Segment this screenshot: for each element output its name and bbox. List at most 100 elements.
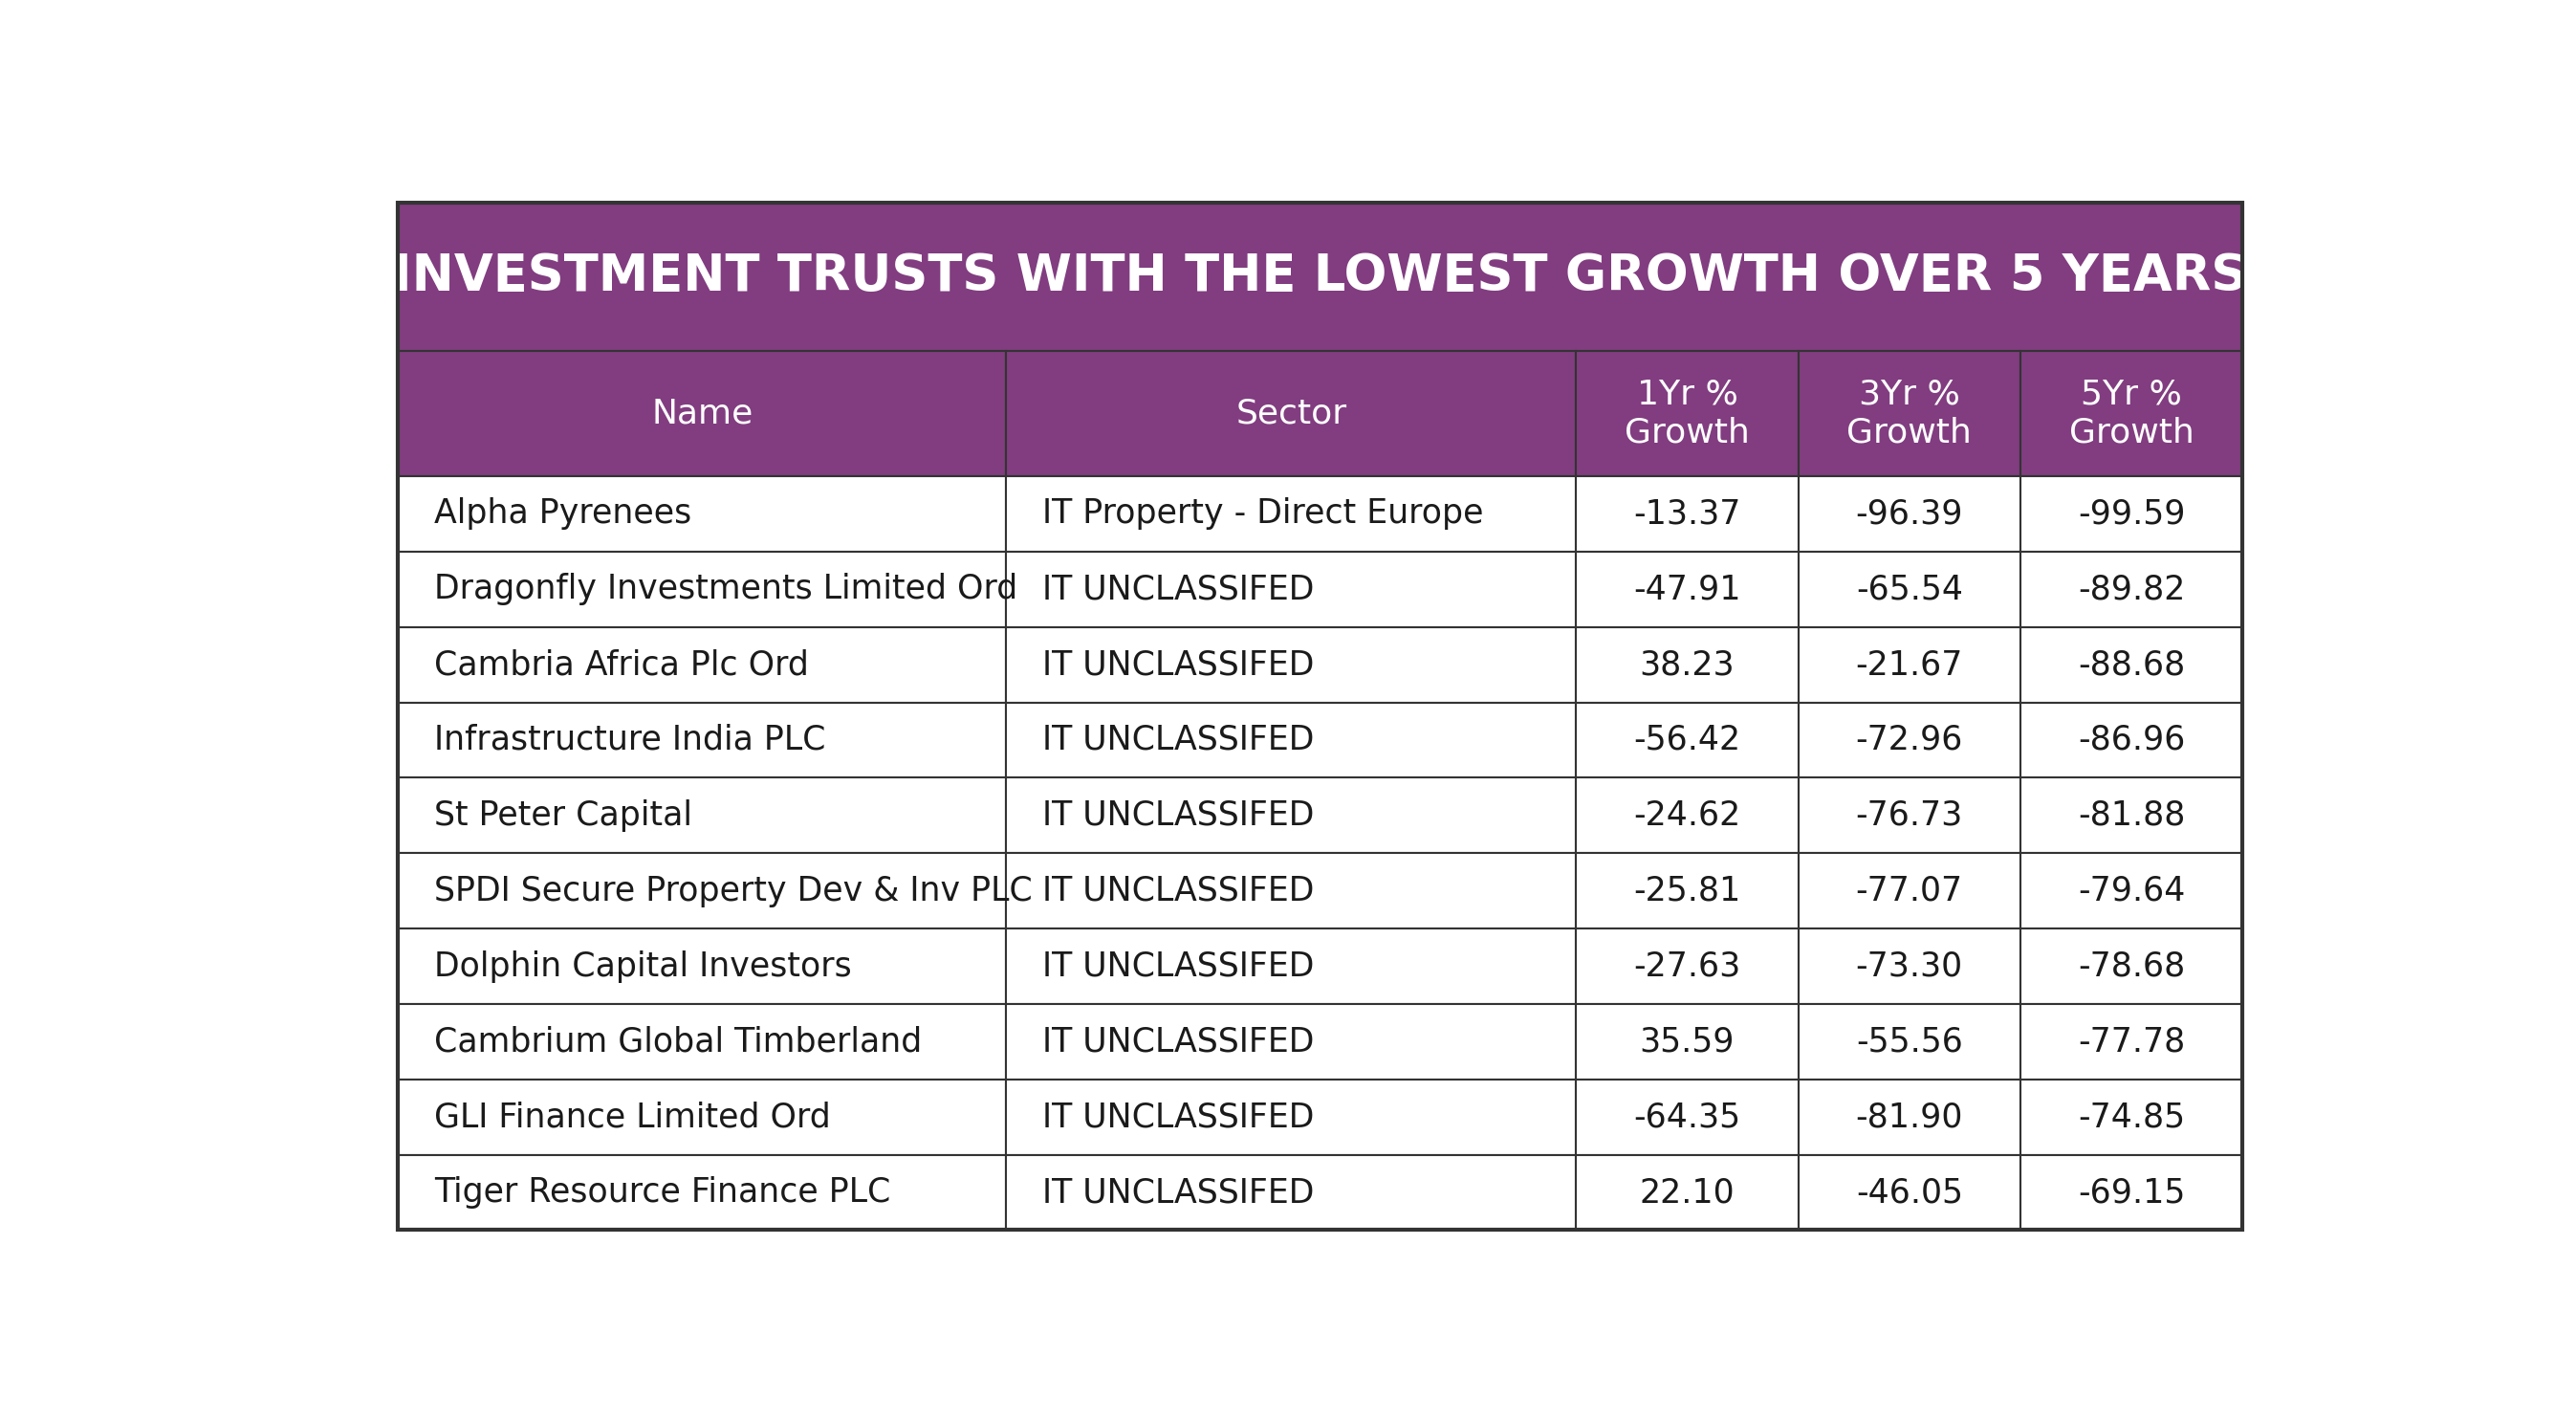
Bar xyxy=(397,552,1007,627)
Text: IT UNCLASSIFED: IT UNCLASSIFED xyxy=(1043,1026,1314,1059)
Text: 3Yr %
Growth: 3Yr % Growth xyxy=(1847,379,1971,448)
Bar xyxy=(1798,853,2020,928)
Bar xyxy=(1577,627,1798,702)
Bar xyxy=(1007,1005,1577,1080)
Bar xyxy=(1007,477,1577,552)
Text: GLI Finance Limited Ord: GLI Finance Limited Ord xyxy=(433,1101,829,1134)
Text: Dolphin Capital Investors: Dolphin Capital Investors xyxy=(433,949,853,982)
Bar xyxy=(397,1005,1007,1080)
Text: -77.07: -77.07 xyxy=(1855,874,1963,907)
Bar xyxy=(1798,1155,2020,1230)
Bar xyxy=(397,1080,1007,1155)
Text: Name: Name xyxy=(652,397,752,430)
Text: Sector: Sector xyxy=(1236,397,1347,430)
Text: 5Yr %
Growth: 5Yr % Growth xyxy=(2069,379,2195,448)
Text: -88.68: -88.68 xyxy=(2079,648,2184,681)
Text: St Peter Capital: St Peter Capital xyxy=(433,799,693,832)
Bar xyxy=(2020,928,2244,1005)
Text: -21.67: -21.67 xyxy=(1855,648,1963,681)
Text: -55.56: -55.56 xyxy=(1855,1026,1963,1059)
Bar xyxy=(1577,702,1798,778)
Text: IT UNCLASSIFED: IT UNCLASSIFED xyxy=(1043,949,1314,982)
Bar xyxy=(1007,1080,1577,1155)
Bar xyxy=(1007,627,1577,702)
Bar xyxy=(1798,1005,2020,1080)
Bar xyxy=(1577,1080,1798,1155)
Bar xyxy=(2020,477,2244,552)
Text: 1Yr %
Growth: 1Yr % Growth xyxy=(1625,379,1749,448)
Text: IT UNCLASSIFED: IT UNCLASSIFED xyxy=(1043,1101,1314,1134)
Text: SPDI Secure Property Dev & Inv PLC: SPDI Secure Property Dev & Inv PLC xyxy=(433,874,1033,907)
Text: IT UNCLASSIFED: IT UNCLASSIFED xyxy=(1043,724,1314,756)
Bar xyxy=(1577,928,1798,1005)
Text: -79.64: -79.64 xyxy=(2079,874,2184,907)
Bar xyxy=(1577,1005,1798,1080)
Bar xyxy=(1577,477,1798,552)
Text: -47.91: -47.91 xyxy=(1633,573,1741,606)
Bar xyxy=(1007,702,1577,778)
Bar xyxy=(2020,350,2244,477)
Text: -24.62: -24.62 xyxy=(1633,799,1741,832)
Text: -64.35: -64.35 xyxy=(1633,1101,1741,1134)
Text: -13.37: -13.37 xyxy=(1633,498,1741,531)
Bar xyxy=(2020,778,2244,853)
Bar xyxy=(1798,778,2020,853)
Bar xyxy=(1577,350,1798,477)
Bar xyxy=(1577,853,1798,928)
Text: -77.78: -77.78 xyxy=(2079,1026,2184,1059)
Text: 22.10: 22.10 xyxy=(1638,1176,1734,1209)
Bar xyxy=(1798,627,2020,702)
Text: -25.81: -25.81 xyxy=(1633,874,1741,907)
Bar xyxy=(397,350,1007,477)
Text: -81.90: -81.90 xyxy=(1855,1101,1963,1134)
Text: -65.54: -65.54 xyxy=(1855,573,1963,606)
Text: Tiger Resource Finance PLC: Tiger Resource Finance PLC xyxy=(433,1176,891,1209)
Bar xyxy=(1577,552,1798,627)
Text: -89.82: -89.82 xyxy=(2079,573,2184,606)
Bar xyxy=(2020,1155,2244,1230)
Bar xyxy=(397,203,2244,350)
Text: -27.63: -27.63 xyxy=(1633,949,1741,982)
Bar xyxy=(1007,778,1577,853)
Bar xyxy=(397,928,1007,1005)
Bar xyxy=(1007,853,1577,928)
Bar xyxy=(1007,350,1577,477)
Text: Infrastructure India PLC: Infrastructure India PLC xyxy=(433,724,824,756)
Bar xyxy=(397,477,1007,552)
Bar xyxy=(2020,702,2244,778)
Bar xyxy=(397,1155,1007,1230)
Text: Alpha Pyrenees: Alpha Pyrenees xyxy=(433,498,690,531)
Text: -56.42: -56.42 xyxy=(1633,724,1741,756)
Bar xyxy=(1007,928,1577,1005)
Text: -81.88: -81.88 xyxy=(2079,799,2184,832)
Text: INVESTMENT TRUSTS WITH THE LOWEST GROWTH OVER 5 YEARS: INVESTMENT TRUSTS WITH THE LOWEST GROWTH… xyxy=(394,253,2246,302)
Text: -74.85: -74.85 xyxy=(2079,1101,2184,1134)
Text: 38.23: 38.23 xyxy=(1638,648,1734,681)
Bar xyxy=(2020,627,2244,702)
Text: -76.73: -76.73 xyxy=(1855,799,1963,832)
Text: Cambria Africa Plc Ord: Cambria Africa Plc Ord xyxy=(433,648,809,681)
Bar xyxy=(2020,853,2244,928)
Bar xyxy=(1798,702,2020,778)
Text: IT UNCLASSIFED: IT UNCLASSIFED xyxy=(1043,1176,1314,1209)
Bar xyxy=(1798,928,2020,1005)
Text: -99.59: -99.59 xyxy=(2079,498,2184,531)
Text: 35.59: 35.59 xyxy=(1641,1026,1734,1059)
Bar xyxy=(397,702,1007,778)
Text: IT Property - Direct Europe: IT Property - Direct Europe xyxy=(1043,498,1484,531)
Text: -86.96: -86.96 xyxy=(2079,724,2184,756)
Bar xyxy=(1798,477,2020,552)
Text: -78.68: -78.68 xyxy=(2079,949,2184,982)
Text: IT UNCLASSIFED: IT UNCLASSIFED xyxy=(1043,874,1314,907)
Text: -96.39: -96.39 xyxy=(1855,498,1963,531)
Bar xyxy=(1007,552,1577,627)
Text: IT UNCLASSIFED: IT UNCLASSIFED xyxy=(1043,573,1314,606)
Bar xyxy=(397,853,1007,928)
Bar xyxy=(1577,778,1798,853)
Bar xyxy=(1798,1080,2020,1155)
Bar xyxy=(1798,350,2020,477)
Bar xyxy=(397,627,1007,702)
Text: Cambrium Global Timberland: Cambrium Global Timberland xyxy=(433,1026,922,1059)
Bar xyxy=(1798,552,2020,627)
Text: Dragonfly Investments Limited Ord: Dragonfly Investments Limited Ord xyxy=(433,573,1018,606)
